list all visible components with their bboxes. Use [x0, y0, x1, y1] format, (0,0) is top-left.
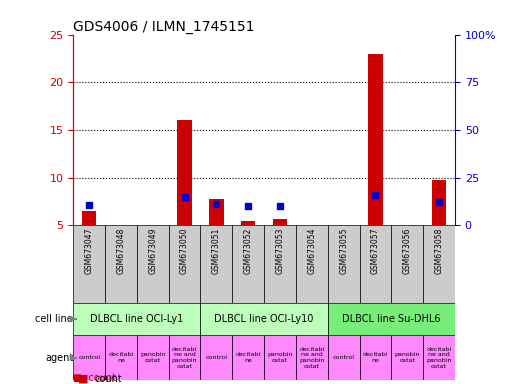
Bar	[423, 225, 455, 303]
Text: GSM673050: GSM673050	[180, 228, 189, 274]
Text: GSM673055: GSM673055	[339, 228, 348, 274]
Bar	[328, 225, 360, 303]
Bar	[105, 225, 137, 303]
Bar	[296, 336, 328, 380]
Bar	[391, 336, 423, 380]
Bar	[328, 303, 455, 336]
Text: DLBCL line OCI-Ly1: DLBCL line OCI-Ly1	[90, 314, 184, 324]
Text: DLBCL line Su-DHL6: DLBCL line Su-DHL6	[342, 314, 441, 324]
Bar	[264, 225, 296, 303]
Text: GSM673054: GSM673054	[308, 228, 316, 274]
Bar	[200, 303, 328, 336]
Bar	[209, 200, 223, 225]
Text: decitabi
ne: decitabi ne	[108, 353, 133, 363]
Text: GSM673052: GSM673052	[244, 228, 253, 274]
Bar	[360, 336, 391, 380]
Text: GSM673047: GSM673047	[85, 228, 94, 274]
Text: ■: ■	[78, 374, 89, 384]
Text: decitabi
ne and
panobin
ostat: decitabi ne and panobin ostat	[172, 347, 197, 369]
Bar	[168, 336, 200, 380]
Bar	[73, 225, 105, 303]
Text: GSM673048: GSM673048	[117, 228, 126, 274]
Text: decitabi
ne and
panobin
ostat: decitabi ne and panobin ostat	[426, 347, 452, 369]
Text: panobin
ostat: panobin ostat	[140, 353, 165, 363]
Bar	[296, 225, 328, 303]
Bar	[232, 336, 264, 380]
Bar	[73, 303, 200, 336]
Text: panobin
ostat: panobin ostat	[267, 353, 293, 363]
Text: GSM673058: GSM673058	[435, 228, 444, 274]
Bar	[137, 225, 168, 303]
Text: GSM673053: GSM673053	[276, 228, 285, 274]
Text: agent: agent	[45, 353, 73, 363]
Bar	[168, 225, 200, 303]
Bar	[391, 225, 423, 303]
Text: cell line: cell line	[36, 314, 73, 324]
Bar	[423, 336, 455, 380]
Text: GSM673057: GSM673057	[371, 228, 380, 274]
Bar	[177, 120, 192, 225]
Text: count: count	[94, 374, 122, 384]
Bar	[73, 336, 105, 380]
Text: GSM673051: GSM673051	[212, 228, 221, 274]
Bar	[137, 336, 168, 380]
Text: GSM673056: GSM673056	[403, 228, 412, 274]
Text: panobin
ostat: panobin ostat	[394, 353, 420, 363]
Text: decitabi
ne and
panobin
ostat: decitabi ne and panobin ostat	[299, 347, 325, 369]
Text: decitabi
ne: decitabi ne	[363, 353, 388, 363]
Bar	[368, 54, 383, 225]
Bar	[232, 225, 264, 303]
Text: ■  count: ■ count	[73, 373, 116, 383]
Text: control: control	[333, 355, 355, 360]
Text: control: control	[78, 355, 100, 360]
Bar	[432, 180, 446, 225]
Text: GDS4006 / ILMN_1745151: GDS4006 / ILMN_1745151	[73, 20, 255, 33]
Bar	[360, 225, 391, 303]
Text: DLBCL line OCI-Ly10: DLBCL line OCI-Ly10	[214, 314, 314, 324]
Bar	[82, 211, 96, 225]
Bar	[328, 336, 360, 380]
Bar	[273, 218, 287, 225]
Text: decitabi
ne: decitabi ne	[235, 353, 261, 363]
Text: GSM673049: GSM673049	[148, 228, 157, 274]
Bar	[200, 225, 232, 303]
Bar	[264, 336, 296, 380]
Bar	[105, 336, 137, 380]
Text: control: control	[206, 355, 228, 360]
Bar	[200, 336, 232, 380]
Bar	[241, 222, 255, 225]
